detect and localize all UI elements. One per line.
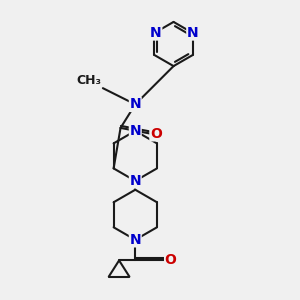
Text: N: N [130, 98, 141, 111]
Text: N: N [130, 233, 141, 247]
Text: N: N [187, 26, 199, 40]
Text: N: N [130, 174, 141, 188]
Text: O: O [150, 127, 162, 141]
Text: N: N [130, 124, 141, 138]
Text: N: N [150, 26, 162, 40]
Text: CH₃: CH₃ [76, 74, 101, 87]
Text: O: O [165, 254, 176, 267]
